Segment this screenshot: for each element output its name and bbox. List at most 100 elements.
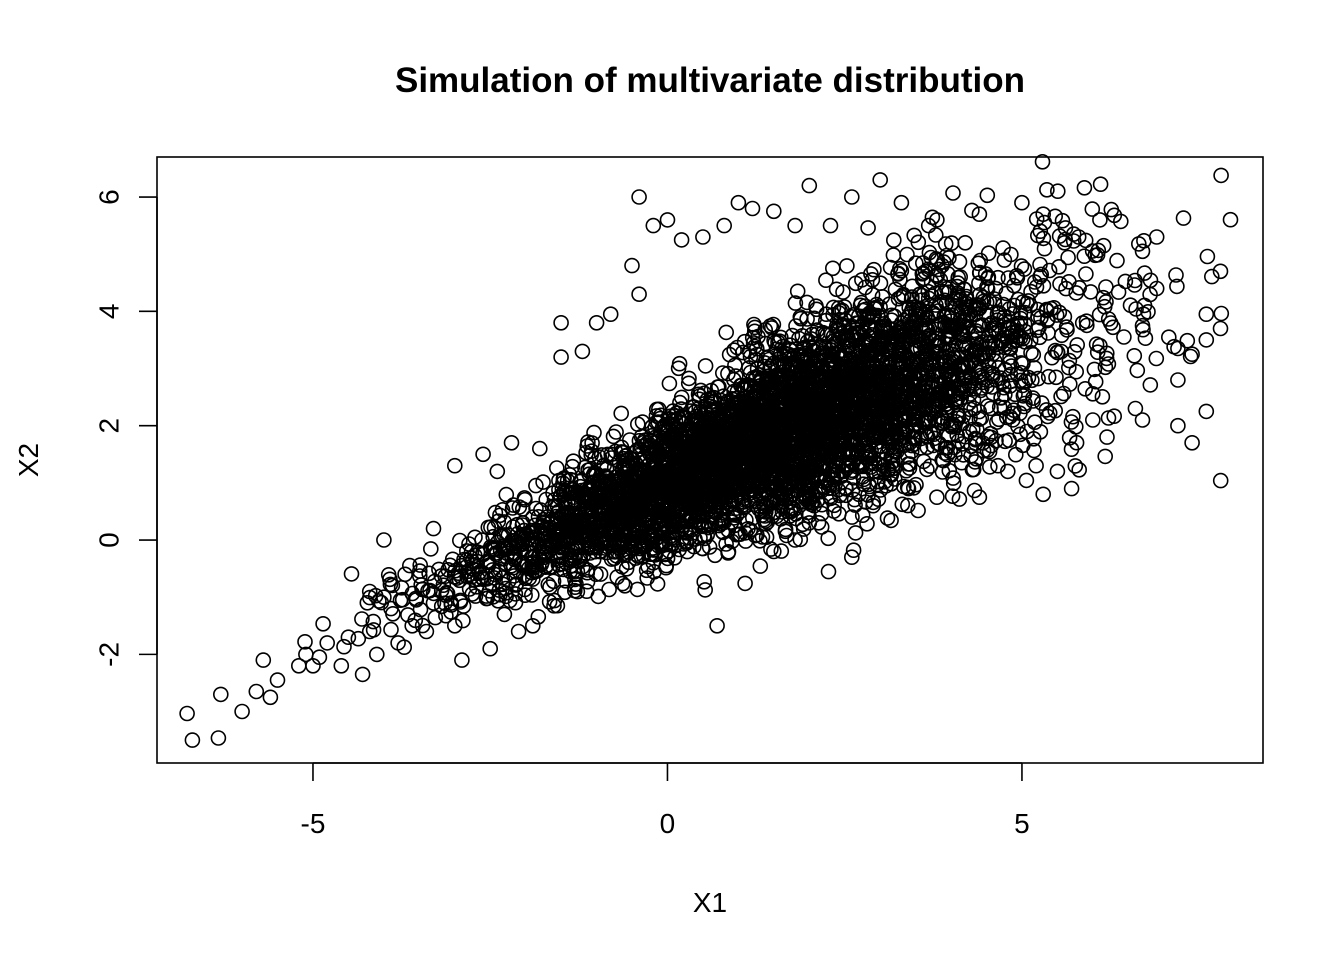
data-point	[875, 458, 892, 475]
data-point	[1091, 306, 1108, 323]
data-point	[810, 514, 827, 531]
data-point	[707, 504, 724, 521]
data-point	[384, 577, 401, 594]
data-point	[859, 515, 875, 532]
data-point	[1035, 277, 1052, 294]
data-point	[336, 638, 352, 655]
data-point	[443, 595, 460, 611]
data-point	[797, 435, 814, 452]
data-point	[968, 340, 985, 356]
data-point	[383, 621, 399, 638]
data-point	[854, 458, 870, 475]
data-point	[972, 264, 988, 281]
data-point	[1027, 274, 1043, 290]
data-point	[603, 446, 620, 463]
data-point	[1065, 408, 1081, 425]
data-point	[464, 586, 481, 602]
data-point	[543, 515, 559, 532]
data-point	[1103, 201, 1120, 218]
data-point	[897, 409, 914, 426]
data-point	[762, 318, 779, 334]
data-point	[939, 446, 956, 463]
data-point	[823, 447, 840, 464]
data-point	[511, 499, 528, 515]
data-point	[980, 428, 996, 445]
data-point	[1050, 183, 1066, 199]
data-point	[1168, 267, 1184, 283]
data-point	[596, 530, 612, 547]
data-point	[884, 457, 901, 474]
data-point	[1097, 359, 1114, 376]
data-point	[759, 419, 776, 436]
data-point	[590, 588, 607, 605]
data-point	[1010, 418, 1026, 435]
data-point	[1058, 319, 1075, 335]
data-point	[411, 568, 428, 584]
data-point	[550, 556, 567, 573]
data-point	[950, 316, 967, 333]
data-point	[1094, 388, 1111, 405]
data-point	[1169, 278, 1185, 295]
data-point	[980, 270, 996, 287]
data-point	[766, 380, 783, 397]
data-point	[478, 590, 495, 607]
data-point	[803, 469, 820, 486]
data-point	[597, 468, 614, 484]
data-point	[642, 495, 659, 512]
data-point	[1175, 210, 1192, 226]
points-layer	[179, 154, 1239, 748]
data-point	[540, 576, 557, 593]
data-point	[757, 516, 774, 532]
data-point	[1020, 369, 1037, 386]
data-point	[1100, 356, 1117, 372]
data-point	[823, 339, 840, 356]
data-point	[964, 202, 980, 219]
data-point	[887, 413, 904, 430]
data-point	[1015, 388, 1032, 404]
data-point	[760, 379, 777, 396]
data-point	[501, 592, 518, 609]
data-point	[811, 371, 828, 388]
data-point	[412, 601, 429, 618]
data-point	[550, 503, 567, 520]
data-point	[870, 473, 886, 490]
data-point	[714, 501, 731, 517]
data-point	[776, 402, 792, 419]
data-point	[1182, 348, 1199, 365]
data-point	[614, 531, 630, 548]
data-point	[297, 633, 313, 650]
data-point	[948, 391, 965, 408]
data-point	[981, 459, 998, 475]
data-point	[686, 473, 703, 490]
data-point	[541, 593, 558, 610]
data-point	[1049, 344, 1066, 361]
data-point	[1002, 366, 1019, 383]
data-point	[514, 501, 531, 517]
data-point	[593, 503, 609, 519]
data-point	[1126, 347, 1143, 364]
data-point	[828, 467, 845, 483]
data-point	[996, 386, 1013, 403]
data-point	[958, 288, 975, 305]
data-point	[1051, 304, 1068, 321]
data-point	[517, 587, 533, 604]
data-point	[849, 325, 866, 342]
data-point	[966, 380, 983, 397]
data-point	[535, 547, 552, 564]
data-point	[653, 496, 669, 513]
data-point	[560, 513, 576, 529]
data-point	[696, 573, 713, 590]
data-point	[617, 527, 634, 544]
data-point	[691, 388, 708, 404]
data-point	[893, 262, 910, 279]
data-point	[792, 309, 809, 325]
data-point	[971, 359, 988, 376]
data-point	[438, 607, 454, 624]
data-point	[689, 411, 706, 427]
data-point	[857, 366, 874, 383]
data-point	[829, 421, 846, 438]
data-point	[745, 335, 762, 351]
data-point	[365, 613, 382, 630]
data-point	[704, 401, 721, 418]
data-point	[836, 299, 853, 315]
